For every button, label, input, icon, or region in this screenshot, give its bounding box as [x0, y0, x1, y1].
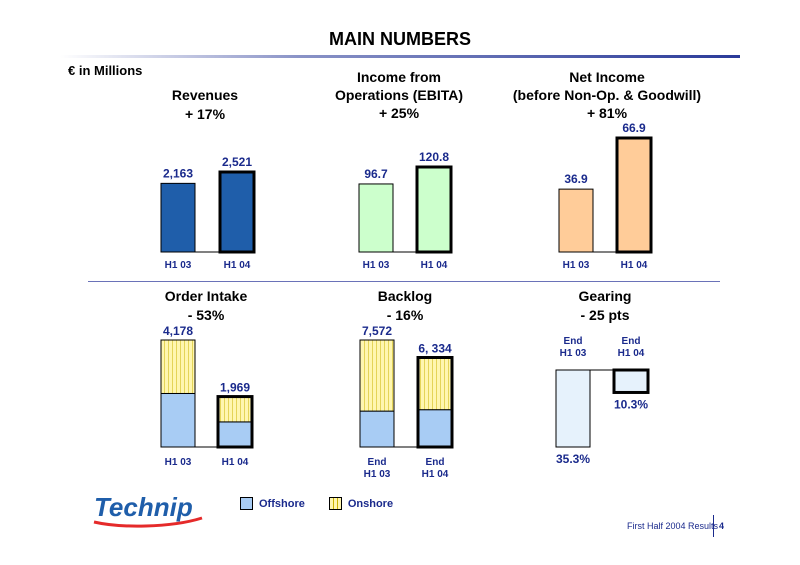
chart-title-line: Net Income [569, 69, 645, 85]
bar [612, 368, 650, 394]
bar-segment-onshore [417, 356, 453, 411]
legend-item-offshore: Offshore [240, 497, 305, 510]
chart-title-line: Operations (EBITA) [335, 87, 463, 103]
chart-title-line: + 81% [587, 105, 628, 121]
category-label: H1 03 [165, 260, 192, 271]
bar-value-label: 120.8 [419, 150, 449, 164]
category-label: H1 04 [222, 457, 249, 468]
chart-title-line: + 25% [379, 105, 420, 121]
bar-value-label: 96.7 [364, 167, 388, 181]
bar-value-label: 35.3% [556, 452, 590, 466]
chart-title-line: Gearing [579, 288, 632, 304]
page-number: 4 [719, 521, 725, 531]
bar [558, 188, 594, 253]
chart-title-line: (before Non-Op. & Goodwill) [513, 87, 701, 103]
bar [415, 165, 453, 254]
category-label: H1 03 [165, 457, 192, 468]
footer-divider [713, 515, 714, 537]
chart-title-line: Income from [357, 69, 441, 85]
category-label: H1 04 [618, 348, 645, 359]
page-title: MAIN NUMBERS [329, 29, 471, 49]
category-label: End [368, 457, 387, 468]
chart-title-line: Backlog [378, 288, 432, 304]
category-label: End [564, 336, 583, 347]
bar [358, 183, 394, 253]
category-label: H1 04 [422, 469, 449, 480]
technip-logo-mark: Technip [93, 492, 203, 528]
category-label: H1 03 [563, 260, 590, 271]
bar-segment-offshore [160, 392, 196, 448]
category-label: H1 04 [621, 260, 648, 271]
bar-value-label: 6, 334 [418, 341, 452, 355]
bar-outline [359, 339, 395, 448]
bar-value-label: 66.9 [622, 121, 646, 135]
chart-title-line: Order Intake [165, 288, 248, 304]
category-label: H1 04 [224, 260, 251, 271]
chart-title-line: Revenues [172, 87, 238, 103]
bar-value-label: 36.9 [564, 172, 588, 186]
legend: Offshore Onshore [240, 497, 417, 510]
category-label: H1 04 [421, 260, 448, 271]
section-divider [88, 281, 720, 282]
bar-segment-offshore [359, 410, 395, 448]
category-label: H1 03 [363, 260, 390, 271]
chart-title-line: - 25 pts [580, 307, 629, 323]
category-label: H1 03 [364, 469, 391, 480]
bar-value-label: 7,572 [362, 324, 392, 338]
bar [218, 170, 256, 254]
legend-label-offshore: Offshore [259, 497, 305, 510]
category-label: H1 03 [560, 348, 587, 359]
legend-label-onshore: Onshore [347, 497, 394, 510]
bar-segment-onshore [359, 339, 395, 412]
chart-title-line: + 17% [185, 106, 226, 122]
bar-segment-onshore [160, 339, 196, 394]
bar-value-label: 2,521 [222, 155, 252, 169]
logo-wordmark: Technip [94, 492, 193, 522]
chart-title-line: - 16% [387, 307, 424, 323]
category-label: End [426, 457, 445, 468]
category-label: End [622, 336, 641, 347]
bar-segment-onshore [217, 396, 253, 423]
bar-value-label: 4,178 [163, 324, 193, 338]
bar-outline [216, 395, 254, 449]
bar-value-label: 1,969 [220, 381, 250, 395]
legend-swatch-offshore [240, 497, 253, 510]
bar-segment-offshore [217, 421, 253, 448]
bar-segment-offshore [417, 409, 453, 448]
bar-value-label: 10.3% [614, 397, 648, 411]
bar [615, 136, 653, 254]
technip-logo: Technip [90, 488, 210, 535]
bar [555, 369, 591, 448]
bar-outline [416, 355, 454, 449]
legend-item-onshore: Onshore [328, 497, 394, 510]
unit-label: € in Millions [68, 63, 143, 78]
bar-outline [160, 339, 196, 448]
bar-value-label: 2,163 [163, 166, 193, 180]
legend-swatch-onshore [328, 497, 342, 510]
bar [160, 182, 196, 253]
chart-title-line: - 53% [188, 307, 225, 323]
title-underline [60, 55, 740, 58]
footer-text: First Half 2004 Results [626, 521, 718, 531]
